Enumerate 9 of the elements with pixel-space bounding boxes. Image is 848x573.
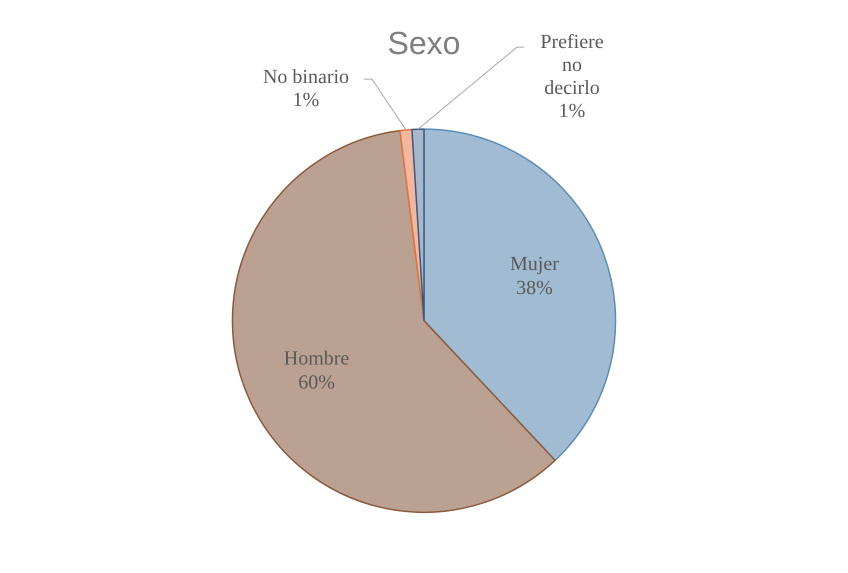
data-label: 60% — [298, 372, 335, 394]
data-label: 1% — [292, 88, 320, 111]
data-label: 1% — [558, 100, 586, 122]
chart-title: Sexo — [388, 25, 460, 62]
slice-label: Hombre — [284, 348, 350, 370]
slice-label: Prefiere no decirlo — [540, 30, 604, 99]
slice-label: Mujer — [510, 253, 560, 276]
data-label: 38% — [516, 277, 553, 300]
slice-label: No binario — [262, 66, 350, 88]
